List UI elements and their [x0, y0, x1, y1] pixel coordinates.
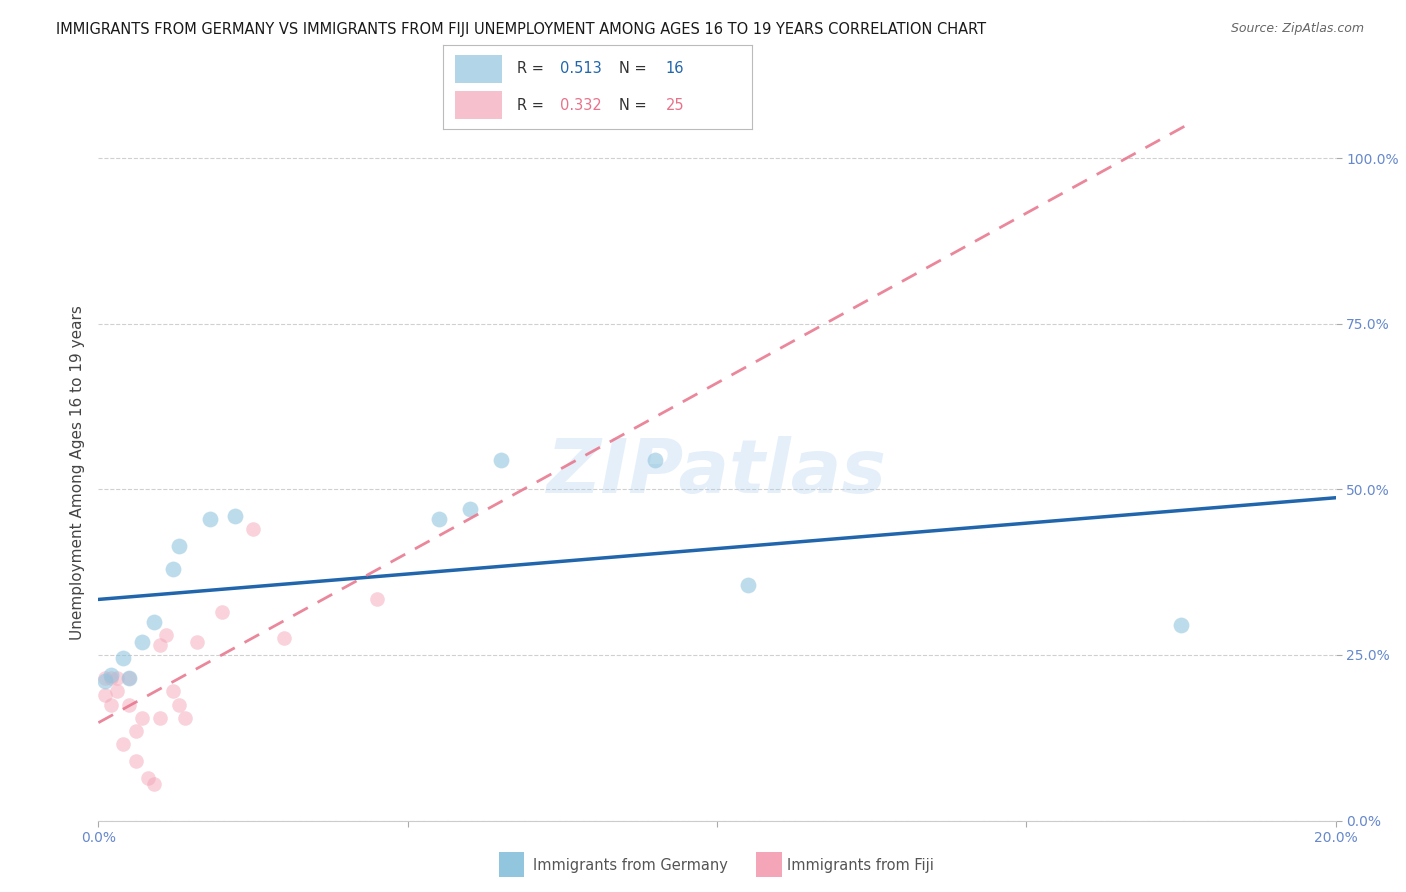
Point: [174, 711, 197, 725]
Text: Source: ZipAtlas.com: Source: ZipAtlas.com: [1230, 22, 1364, 36]
Point: [136, 771, 159, 785]
Text: R =: R =: [517, 98, 548, 112]
Point: [162, 684, 184, 698]
Point: [186, 634, 208, 648]
Point: [93, 671, 115, 685]
Point: [242, 522, 264, 536]
Point: [737, 578, 759, 592]
Text: IMMIGRANTS FROM GERMANY VS IMMIGRANTS FROM FIJI UNEMPLOYMENT AMONG AGES 16 TO 19: IMMIGRANTS FROM GERMANY VS IMMIGRANTS FR…: [56, 22, 987, 37]
Point: [211, 605, 233, 619]
Text: N =: N =: [619, 62, 651, 76]
Point: [105, 684, 128, 698]
Y-axis label: Unemployment Among Ages 16 to 19 years: Unemployment Among Ages 16 to 19 years: [69, 305, 84, 640]
Point: [273, 632, 295, 646]
Point: [93, 688, 115, 702]
Point: [112, 651, 135, 665]
Text: 0.513: 0.513: [561, 62, 602, 76]
Point: [644, 452, 666, 467]
Bar: [456, 54, 502, 83]
Text: Immigrants from Germany: Immigrants from Germany: [533, 858, 728, 872]
Point: [224, 508, 246, 523]
Point: [149, 711, 172, 725]
Point: [162, 562, 184, 576]
Point: [458, 502, 481, 516]
Point: [124, 724, 146, 739]
Point: [149, 638, 172, 652]
Point: [1170, 618, 1192, 632]
Point: [143, 777, 166, 791]
Point: [198, 512, 221, 526]
Text: 16: 16: [665, 62, 685, 76]
Text: ZIPatlas: ZIPatlas: [547, 436, 887, 509]
Point: [155, 628, 177, 642]
Point: [93, 674, 115, 689]
Point: [118, 671, 141, 685]
Point: [118, 671, 141, 685]
Point: [118, 698, 141, 712]
Text: N =: N =: [619, 98, 651, 112]
Point: [100, 671, 122, 685]
Bar: [456, 91, 502, 120]
Point: [131, 634, 153, 648]
Text: R =: R =: [517, 62, 548, 76]
Point: [112, 738, 135, 752]
Point: [366, 591, 388, 606]
Point: [100, 698, 122, 712]
Point: [489, 452, 512, 467]
Point: [143, 615, 166, 629]
Point: [124, 754, 146, 768]
Point: [100, 668, 122, 682]
Text: 0.332: 0.332: [561, 98, 602, 112]
Text: 25: 25: [665, 98, 685, 112]
Point: [131, 711, 153, 725]
Point: [167, 539, 190, 553]
Point: [105, 671, 128, 685]
Text: Immigrants from Fiji: Immigrants from Fiji: [787, 858, 934, 872]
Point: [167, 698, 190, 712]
Point: [427, 512, 450, 526]
